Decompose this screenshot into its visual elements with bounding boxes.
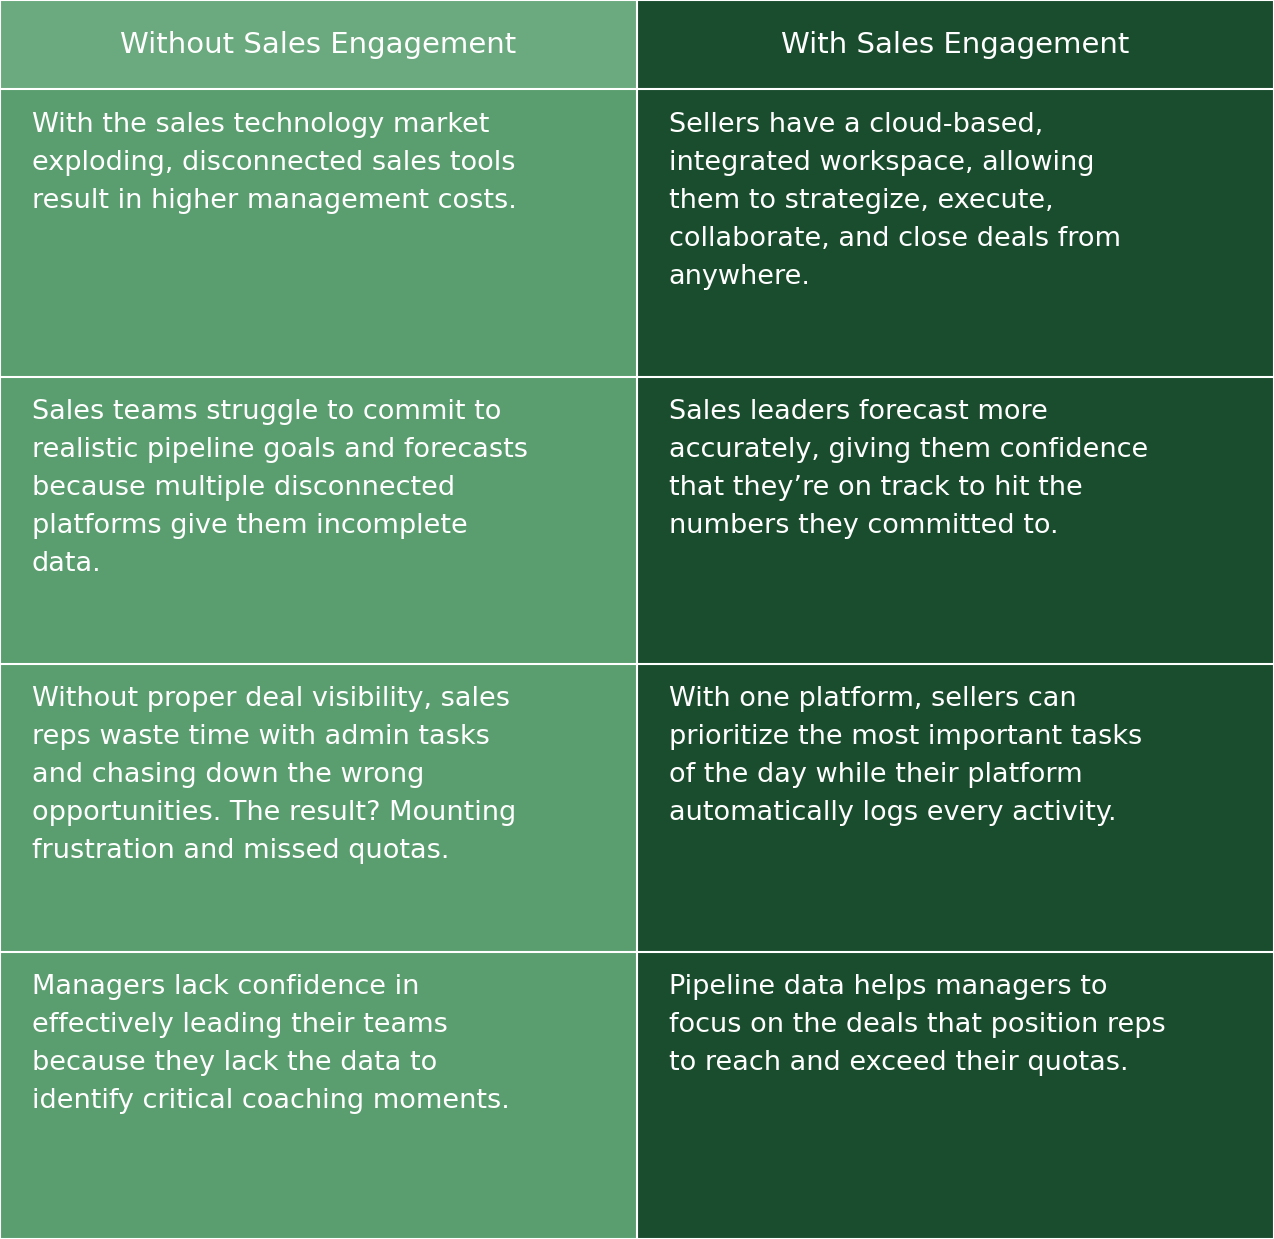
Bar [637, 377, 1274, 664]
Text: Managers lack confidence in
effectively leading their teams
because they lack th: Managers lack confidence in effectively … [32, 974, 510, 1114]
Bar [0, 0, 637, 89]
Bar [637, 664, 1274, 952]
Text: With the sales technology market
exploding, disconnected sales tools
result in h: With the sales technology market explodi… [32, 112, 516, 213]
Text: Pipeline data helps managers to
focus on the deals that position reps
to reach a: Pipeline data helps managers to focus on… [669, 974, 1166, 1075]
Text: With one platform, sellers can
prioritize the most important tasks
of the day wh: With one platform, sellers can prioritiz… [669, 686, 1142, 826]
Text: Sellers have a cloud-based,
integrated workspace, allowing
them to strategize, e: Sellers have a cloud-based, integrated w… [669, 112, 1121, 290]
Bar [637, 89, 1274, 377]
Text: Without Sales Engagement: Without Sales Engagement [120, 31, 517, 58]
Bar [637, 952, 1274, 1239]
Text: With Sales Engagement: With Sales Engagement [781, 31, 1130, 58]
Text: Without proper deal visibility, sales
reps waste time with admin tasks
and chasi: Without proper deal visibility, sales re… [32, 686, 516, 865]
Text: Sales leaders forecast more
accurately, giving them confidence
that they’re on t: Sales leaders forecast more accurately, … [669, 399, 1148, 539]
Text: Sales teams struggle to commit to
realistic pipeline goals and forecasts
because: Sales teams struggle to commit to realis… [32, 399, 527, 577]
Bar [637, 0, 1274, 89]
